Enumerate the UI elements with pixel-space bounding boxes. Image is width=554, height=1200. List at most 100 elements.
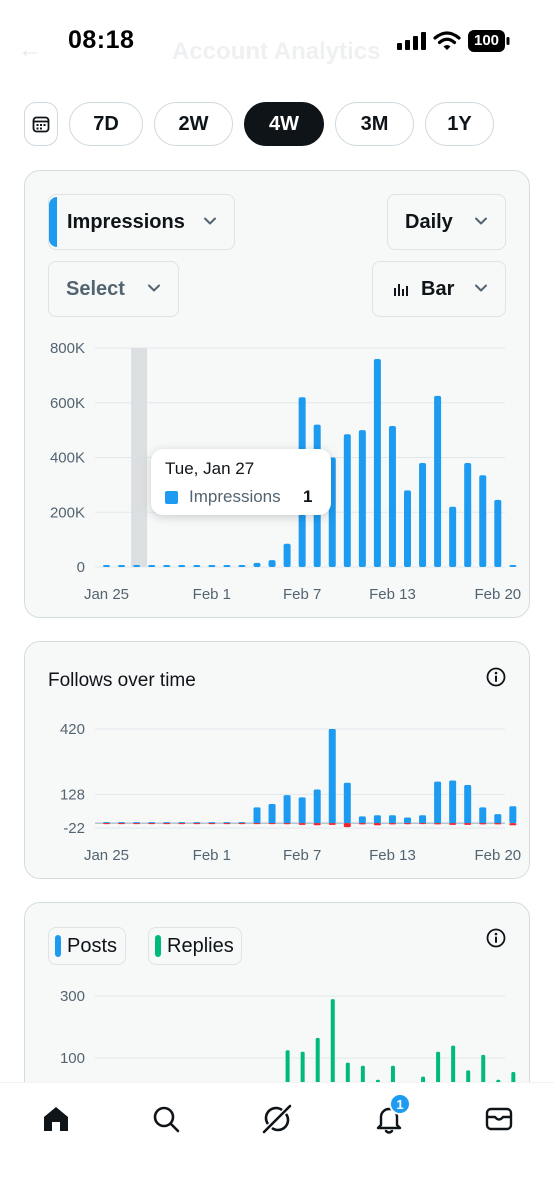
chart-tooltip: Tue, Jan 27 Impressions 1: [151, 449, 331, 515]
bar-unfollows: [223, 823, 231, 825]
metric-dropdown[interactable]: Impressions: [48, 194, 235, 250]
tab-search[interactable]: [146, 1099, 186, 1139]
impressions-bar-chart[interactable]: 800K 600K 400K 200K 0 Jan 25 Feb 1 Feb 7 Feb 13 F…: [25, 171, 530, 618]
tab-home[interactable]: [36, 1099, 76, 1139]
legend-replies[interactable]: Replies: [148, 927, 242, 965]
bar-unfollows: [253, 823, 261, 825]
tooltip-value: 1: [303, 487, 313, 506]
bar-follows: [434, 781, 442, 824]
metric-dropdown-label: Impressions: [67, 210, 185, 233]
interval-dropdown-label: Daily: [405, 210, 453, 233]
bar-unfollows: [479, 823, 487, 825]
wifi-icon: [433, 31, 461, 50]
chevron-down-icon: [204, 217, 216, 225]
y-tick-label: 600K: [50, 395, 85, 412]
tab-notifications[interactable]: 1: [369, 1093, 411, 1139]
tooltip-series-name: Impressions: [189, 487, 281, 506]
battery-level: 100: [473, 32, 500, 49]
legend-posts-swatch: [55, 935, 61, 957]
calendar-button[interactable]: [24, 102, 58, 146]
bar: [494, 499, 502, 567]
range-1y-button[interactable]: 1Y: [425, 102, 494, 146]
bar-follows: [253, 807, 261, 824]
tab-grok[interactable]: [257, 1099, 297, 1139]
y-tick-label: 420: [60, 721, 85, 738]
bar-follows: [268, 804, 276, 824]
bar-unfollows: [419, 823, 427, 825]
range-2w-button[interactable]: 2W: [154, 102, 233, 146]
bar-follows: [103, 822, 110, 824]
bar: [268, 560, 276, 567]
bar-replies: [451, 1045, 456, 1089]
bar: [419, 462, 427, 567]
messages-icon: [485, 1107, 513, 1131]
range-3m-button[interactable]: 3M: [335, 102, 414, 146]
grok-icon: [262, 1104, 292, 1134]
bar-follows: [373, 815, 381, 824]
bar-unfollows: [193, 823, 201, 825]
tab-messages[interactable]: [479, 1099, 519, 1139]
y-tick-label: 200K: [50, 504, 85, 521]
follows-bar-chart[interactable]: 420 128 -22 Jan 25 Feb 1 Feb 7 Feb 13 Feb 20: [25, 642, 530, 879]
bar-unfollows: [163, 823, 171, 825]
bar-follows: [193, 822, 201, 824]
metric-color-indicator: [49, 197, 57, 247]
bar: [343, 434, 351, 567]
bar-replies: [330, 999, 335, 1089]
info-icon[interactable]: [485, 666, 507, 688]
bar-unfollows: [148, 823, 156, 825]
bar: [208, 565, 216, 567]
bar-follows: [283, 795, 291, 824]
bar-follows: [358, 816, 366, 824]
impressions-card: Impressions Daily Select Bar 800K 600K 400…: [24, 170, 530, 618]
bar-unfollows: [313, 823, 321, 826]
y-tick-label: 100: [60, 1050, 85, 1067]
bar: [509, 565, 517, 567]
x-tick-label: Feb 20: [474, 847, 521, 864]
chevron-down-icon: [475, 284, 487, 292]
bar-follows: [494, 814, 502, 824]
interval-dropdown[interactable]: Daily: [387, 194, 506, 250]
bar: [118, 565, 126, 567]
bar: [373, 358, 381, 567]
compare-dropdown[interactable]: Select: [48, 261, 179, 317]
bar-follows: [449, 780, 457, 824]
bar-follows: [464, 784, 472, 824]
legend-posts-label: Posts: [67, 934, 118, 957]
bar-follows: [509, 806, 517, 824]
x-tick-label: Feb 20: [474, 586, 521, 603]
y-tick-label: 128: [60, 786, 85, 803]
info-icon[interactable]: [485, 927, 507, 949]
y-tick-label: 300: [60, 988, 85, 1005]
bar-unfollows: [449, 823, 457, 825]
x-tick-label: Jan 25: [84, 847, 129, 864]
bar-unfollows: [283, 823, 291, 825]
y-tick-label: 800K: [50, 340, 85, 357]
bar-unfollows: [238, 823, 246, 825]
x-tick-label: Feb 1: [193, 586, 231, 603]
bar-unfollows: [388, 823, 396, 825]
bar-unfollows: [434, 823, 442, 825]
bar-follows: [163, 822, 171, 824]
bar-unfollows: [343, 823, 351, 828]
y-tick-label: 400K: [50, 450, 85, 467]
chart-type-dropdown[interactable]: Bar: [372, 261, 506, 317]
bar: [283, 543, 291, 567]
legend-posts[interactable]: Posts: [48, 927, 126, 965]
bar-replies: [436, 1051, 441, 1089]
bar-follows: [133, 822, 141, 824]
bar-unfollows: [103, 823, 110, 825]
bar: [404, 490, 411, 567]
bar: [464, 462, 472, 567]
back-button[interactable]: ←: [18, 36, 42, 63]
bar-replies: [300, 1051, 305, 1089]
range-4w-button[interactable]: 4W: [244, 102, 324, 146]
bar-unfollows: [509, 823, 517, 826]
chart-type-dropdown-label: Bar: [421, 277, 455, 300]
range-7d-button[interactable]: 7D: [69, 102, 143, 146]
bar-unfollows: [268, 823, 276, 825]
x-tick-label: Feb 7: [283, 847, 321, 864]
x-tick-label: Feb 7: [283, 586, 321, 603]
bar-follows: [313, 789, 321, 824]
bar-unfollows: [133, 823, 141, 825]
